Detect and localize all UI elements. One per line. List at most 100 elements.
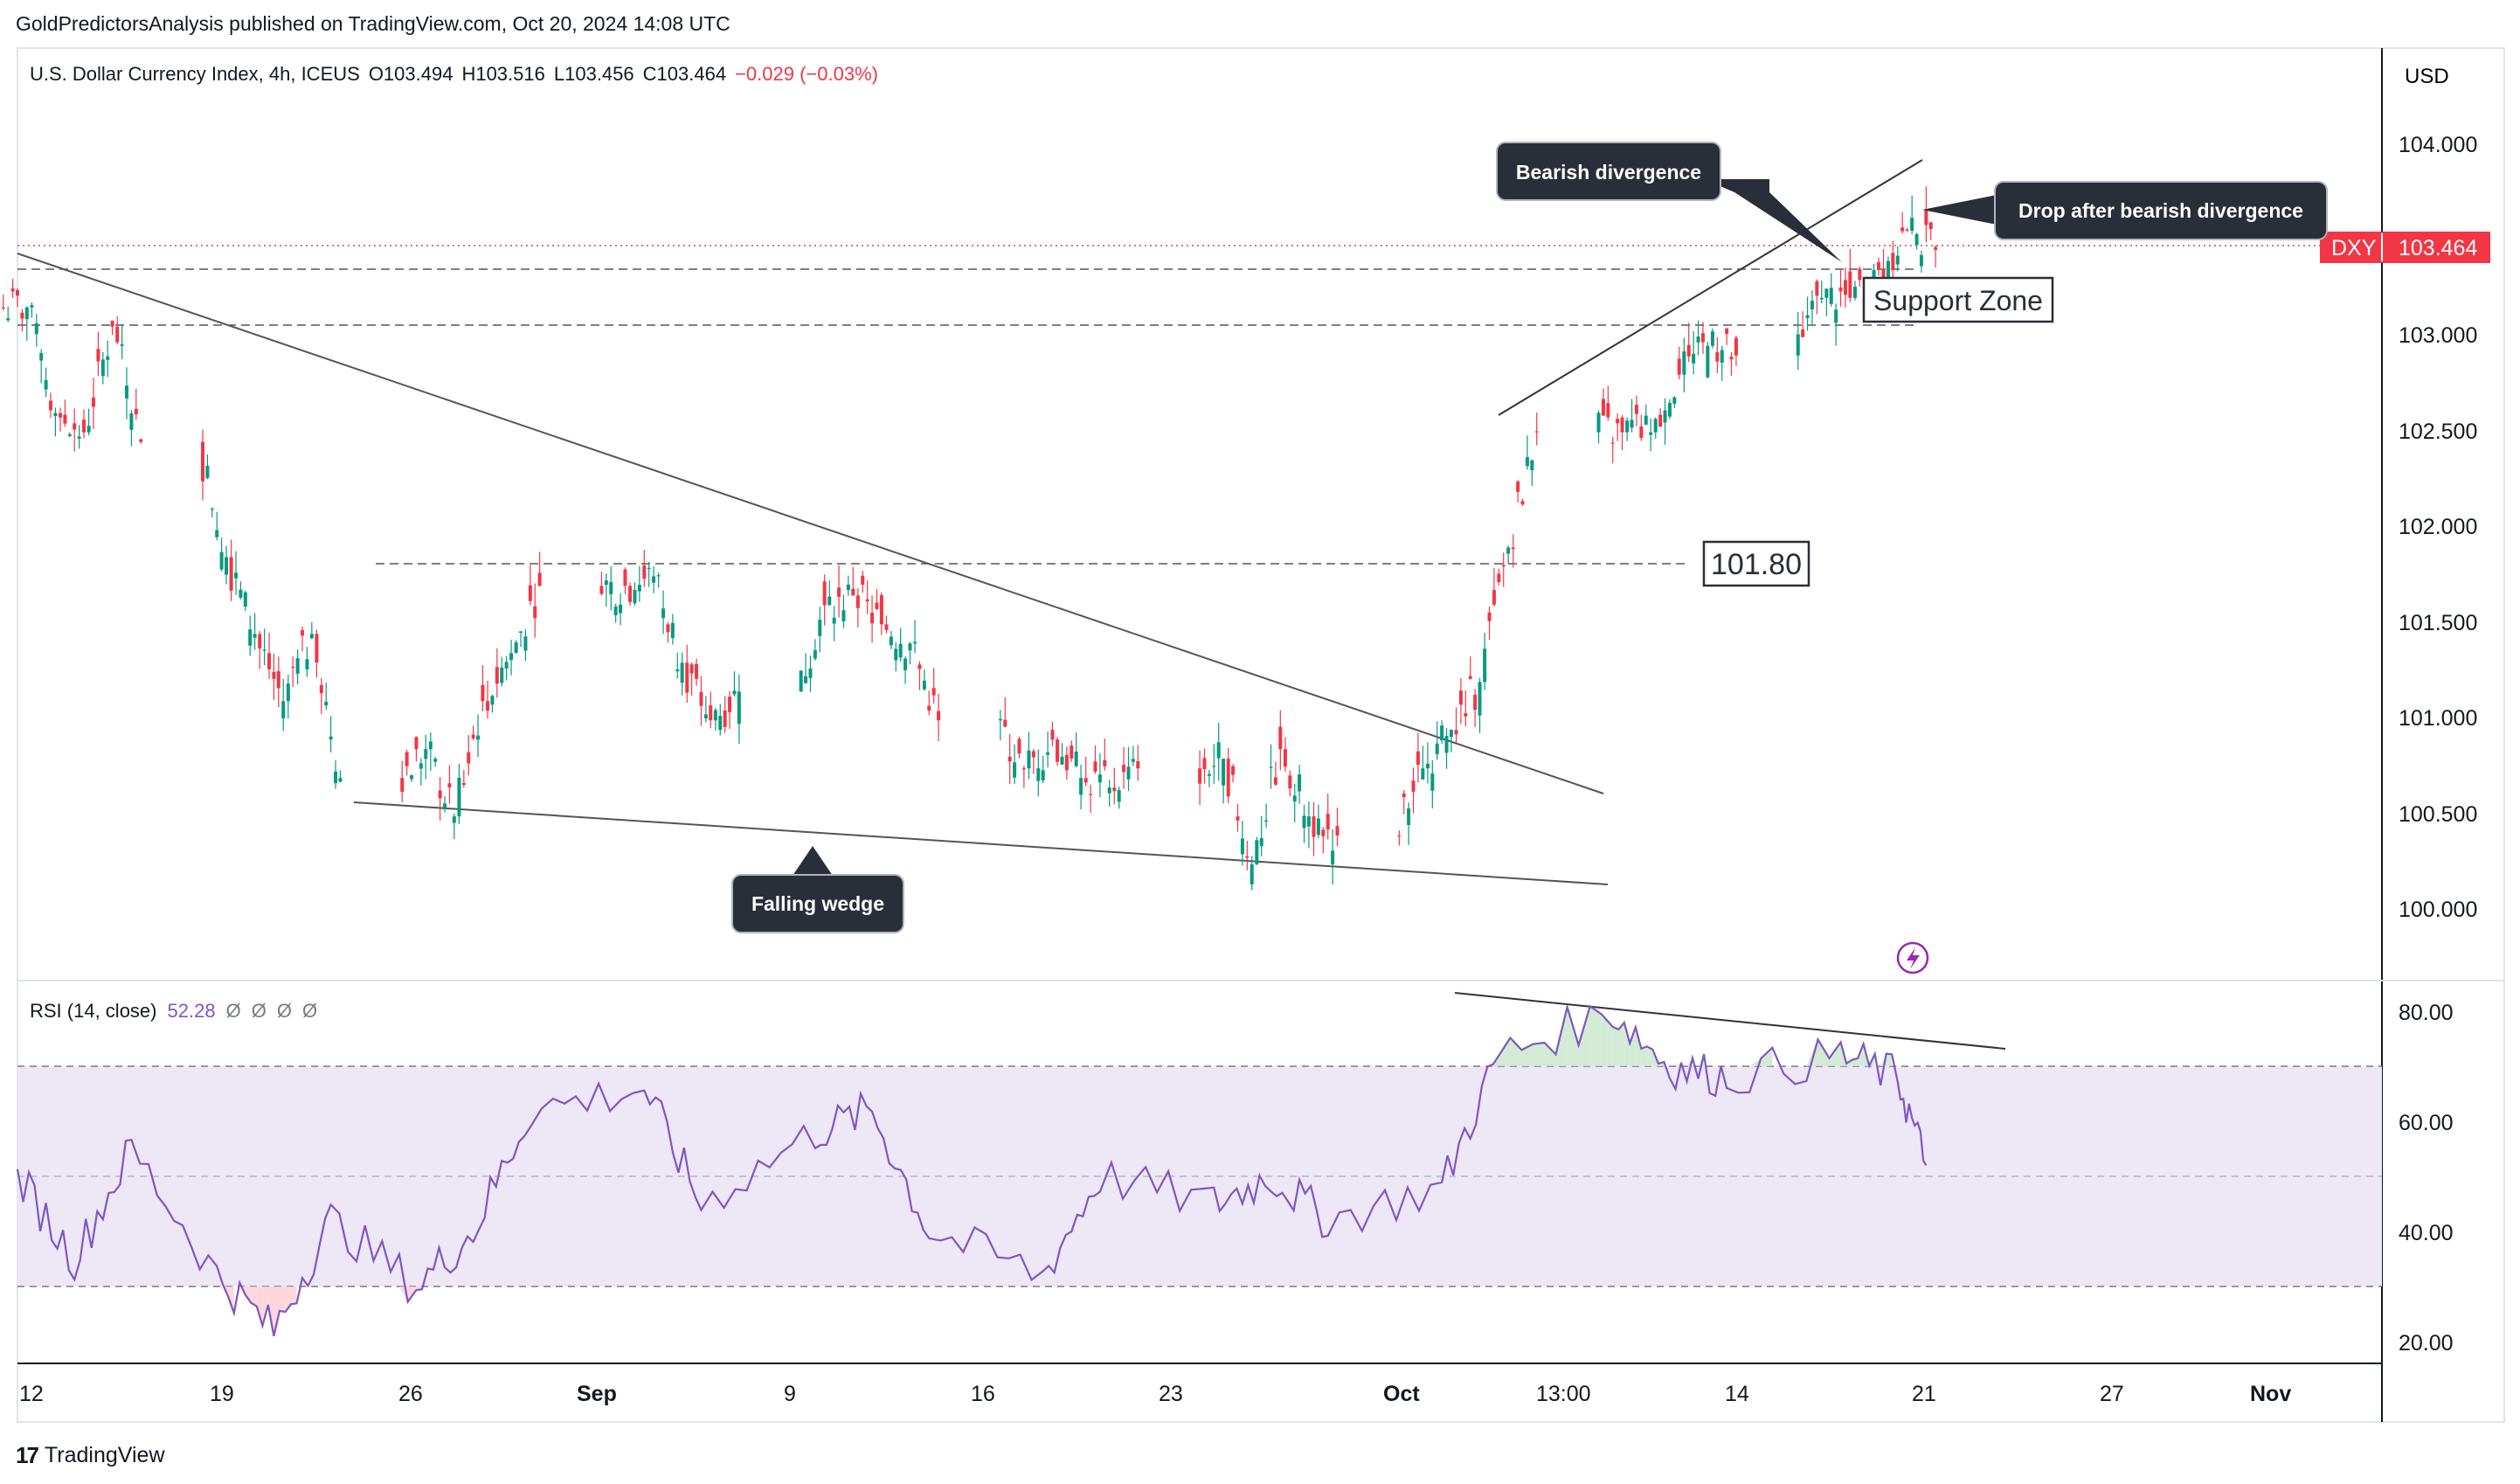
- currency-label[interactable]: USD: [2405, 65, 2449, 88]
- candle-body: [1644, 415, 1648, 425]
- candle-body: [262, 649, 267, 651]
- candle-body: [1520, 501, 1525, 505]
- candle-body: [1255, 840, 1259, 865]
- candle-body: [861, 575, 865, 585]
- candle-body: [1700, 333, 1705, 343]
- candle-body: [1606, 403, 1610, 418]
- candle-body: [1649, 432, 1653, 435]
- rsi-overbought-fill: [1623, 1023, 1630, 1066]
- candle-body: [1136, 760, 1140, 769]
- candle-body: [16, 289, 19, 296]
- candle-body: [523, 636, 528, 651]
- candle-body: [1891, 253, 1895, 270]
- candle-body: [120, 343, 124, 346]
- bearish-divergence-callout[interactable]: Bearish divergence: [1496, 142, 1842, 262]
- time-tick: Oct: [1383, 1382, 1420, 1406]
- candle-body: [837, 587, 841, 597]
- candle-body: [447, 783, 452, 787]
- time-tick: 13:00: [1536, 1382, 1591, 1406]
- candle-body: [703, 714, 708, 719]
- candle-body: [1801, 329, 1805, 337]
- candle-body: [1843, 280, 1847, 295]
- candle-body: [476, 735, 481, 740]
- candle-body: [334, 771, 338, 784]
- candle-body: [433, 759, 438, 762]
- candle-body: [1829, 288, 1833, 304]
- rsi-overbought-fill: [1578, 1006, 1590, 1066]
- svg-text:Bearish divergence: Bearish divergence: [1516, 161, 1701, 184]
- rsi-overbought-fill: [1601, 1014, 1613, 1066]
- candle-body: [1895, 255, 1900, 265]
- candle-body: [937, 711, 941, 721]
- candle-body: [1848, 271, 1852, 298]
- candle-body: [1919, 254, 1923, 267]
- price-tick: 104.000: [2399, 133, 2477, 157]
- candle-body: [1060, 756, 1064, 765]
- tradingview-logo[interactable]: 17 TradingView: [16, 1442, 165, 1469]
- candle-body: [1198, 768, 1202, 784]
- candle-body: [903, 658, 908, 670]
- candle-body: [34, 323, 38, 335]
- candle-body: [1440, 725, 1444, 741]
- candle-body: [728, 697, 732, 712]
- candle-body: [1672, 397, 1677, 405]
- candle-body: [1497, 573, 1501, 583]
- candle-body: [628, 586, 633, 602]
- candle-body: [205, 465, 210, 478]
- candle-body: [689, 664, 694, 674]
- candle-body: [1596, 413, 1601, 433]
- last-price-value: 103.464: [2399, 236, 2477, 260]
- candle-body: [253, 634, 257, 638]
- lightning-icon[interactable]: [1896, 941, 1929, 974]
- candle-body: [1796, 334, 1800, 356]
- candle-body: [799, 670, 803, 692]
- candle-body: [537, 572, 542, 586]
- candle-body: [1620, 417, 1624, 433]
- candle-body: [619, 604, 623, 614]
- rsi-overbought-fill: [1829, 1042, 1841, 1066]
- candle-body: [1720, 350, 1724, 364]
- candle-body: [1483, 648, 1487, 683]
- rsi-overbought-fill: [1618, 1023, 1624, 1066]
- candle-body: [898, 643, 903, 658]
- candle-body: [1070, 745, 1074, 759]
- price-tick: 100.000: [2399, 898, 2477, 922]
- level-label[interactable]: 101.80: [1702, 540, 1810, 587]
- candle-body: [315, 634, 319, 663]
- candle-body: [219, 551, 224, 570]
- price-tick: 101.500: [2399, 611, 2477, 635]
- candle-body: [1245, 856, 1250, 858]
- candle-body: [1934, 246, 1938, 250]
- candle-body: [1677, 358, 1681, 375]
- candle-body: [414, 737, 419, 750]
- drop-after-callout[interactable]: Drop after bearish divergence: [1922, 181, 2328, 240]
- candle-body: [1103, 759, 1107, 766]
- candle-body: [894, 648, 898, 661]
- candle-body: [457, 777, 461, 817]
- time-tick: 9: [784, 1382, 796, 1406]
- rsi-oversold-fill: [256, 1286, 263, 1326]
- rsi-tick: 60.00: [2399, 1111, 2454, 1135]
- candle-body: [443, 803, 447, 809]
- candle-body: [528, 585, 532, 601]
- falling-wedge-callout[interactable]: Falling wedge: [731, 846, 904, 933]
- candle-body: [1715, 352, 1720, 362]
- candle-body: [685, 662, 689, 693]
- support-zone-label[interactable]: Support Zone: [1862, 276, 2054, 323]
- candle-body: [666, 624, 670, 633]
- candle-body: [865, 599, 869, 602]
- candle-body: [1003, 719, 1007, 727]
- candle-body: [129, 413, 134, 430]
- rsi-overbought-fill: [1510, 1037, 1522, 1066]
- candle-body: [670, 622, 675, 639]
- time-tick: 12: [19, 1382, 44, 1406]
- candle-body: [1236, 816, 1240, 821]
- candle-body: [428, 741, 433, 750]
- candle-body: [1226, 759, 1230, 797]
- rsi-divergence-line: [1454, 992, 2006, 1050]
- rsi-tick: 80.00: [2399, 1001, 2454, 1025]
- candle-body: [295, 658, 300, 674]
- candle-body: [24, 307, 29, 320]
- candle-body: [1222, 759, 1226, 786]
